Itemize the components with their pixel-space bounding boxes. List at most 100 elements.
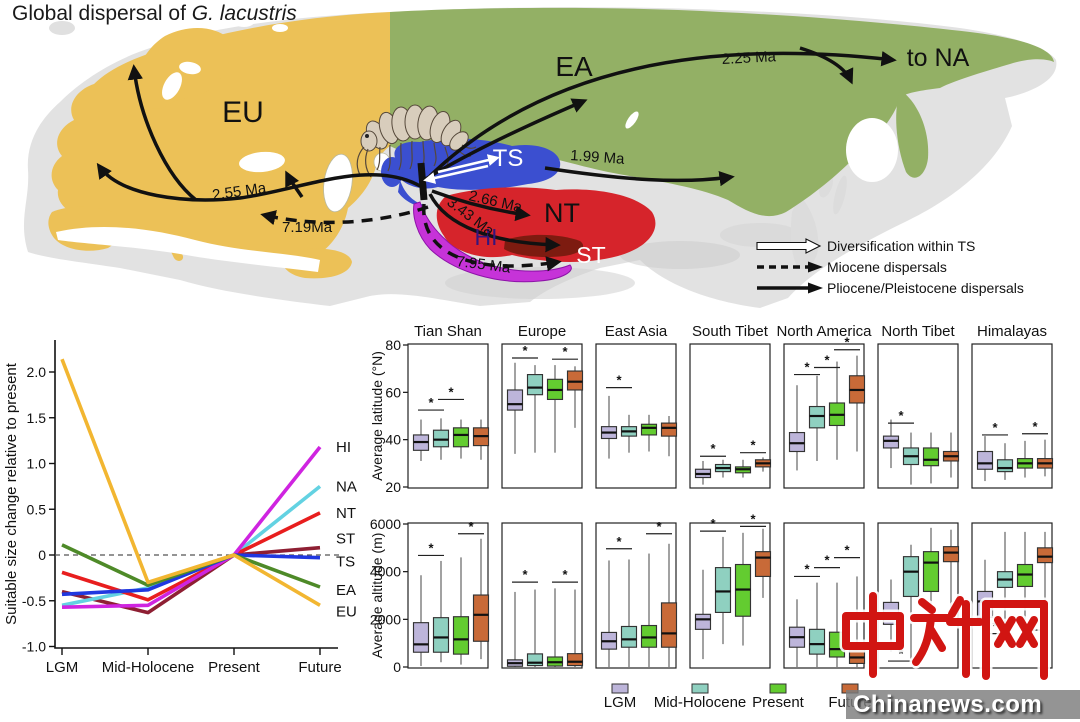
box-Present <box>922 447 940 467</box>
open-arrow-icon <box>756 238 822 254</box>
region-label-nt: NT <box>544 198 580 228</box>
panel-frame <box>877 343 959 489</box>
x-tick-label: LGM <box>46 659 79 676</box>
arrow-pliocene-kamchatka <box>799 46 854 85</box>
column-title: East Asia <box>605 323 668 340</box>
line-series-NA <box>61 484 322 608</box>
panel-frame <box>595 522 677 669</box>
significance-star: * <box>898 646 904 661</box>
series-label-HI: HI <box>336 439 351 456</box>
panel-frame <box>971 522 1053 669</box>
line-series-NT <box>61 511 321 602</box>
series-label-NT: NT <box>336 505 356 522</box>
box-Mid-Holocene <box>808 628 826 655</box>
y-tick-label: 40 <box>385 432 401 448</box>
y-tick-label: -0.5 <box>22 593 46 609</box>
region-label-hi: HI <box>475 224 498 250</box>
column-title: Europe <box>518 323 566 340</box>
significance-star: * <box>898 408 904 423</box>
row-ylabel: Average altitude (m) <box>370 533 385 659</box>
watermark-cn-logo <box>839 589 1050 683</box>
box-LGM <box>412 622 430 653</box>
line-series-HI <box>61 445 322 609</box>
significance-star: * <box>750 511 756 526</box>
legend-swatch-LGM <box>611 683 629 694</box>
significance-star: * <box>562 567 568 582</box>
arrow-miocene-west <box>260 205 429 226</box>
arrow-diversification-west <box>423 164 489 184</box>
box-Future <box>566 653 584 667</box>
box-Mid-Holocene <box>432 429 450 448</box>
series-label-NA: NA <box>336 478 357 495</box>
box-LGM <box>976 450 994 470</box>
dispersal-map: EU EA TS NT HI ST to NA 2.55 Ma 7.19Ma 2… <box>23 7 1057 308</box>
box-Present <box>452 616 470 655</box>
region-nt-shape <box>436 187 656 263</box>
watermark-site-en: Chinanews.com <box>853 690 1043 718</box>
series-label-TS: TS <box>336 554 355 571</box>
box-LGM <box>506 389 524 411</box>
column-title: Tian Shan <box>414 323 482 340</box>
box-Mid-Holocene <box>996 459 1014 473</box>
y-tick-label: 1.0 <box>27 456 47 472</box>
series-label-EA: EA <box>336 582 356 599</box>
region-label-ts: TS <box>493 145 524 172</box>
arrow-diversification-east <box>437 154 500 174</box>
line-series-TS <box>61 553 321 597</box>
significance-star: * <box>428 540 434 555</box>
significance-star: * <box>824 553 830 568</box>
species-name: G. lacustris <box>191 2 297 25</box>
box-LGM <box>694 613 712 630</box>
dispersal-label-7.19: 7.19Ma <box>282 219 333 236</box>
significance-star: * <box>562 344 568 359</box>
legend-label-LGM: LGM <box>604 694 637 711</box>
box-Mid-Holocene <box>620 625 638 648</box>
legend-swatch-Present <box>769 683 787 694</box>
column-title: South Tibet <box>692 323 769 340</box>
significance-star: * <box>656 519 662 534</box>
watermark-banner: Chinanews.com <box>846 690 1080 719</box>
panel-frame <box>501 522 583 669</box>
panel-frame <box>783 343 865 489</box>
box-Future <box>566 370 584 391</box>
panel-frame <box>595 343 677 489</box>
line-chart-ylabel: Suitable size change relative to present <box>3 362 20 625</box>
row-ylabel: Average latitude (°N) <box>370 351 385 481</box>
box-Mid-Holocene <box>526 374 544 396</box>
panel-frame <box>689 522 771 669</box>
panel-frame <box>783 522 865 669</box>
x-tick-label: Present <box>208 659 261 676</box>
panel-frame <box>971 343 1053 489</box>
map-legend-diversification: Diversification within TS <box>827 238 975 254</box>
box-Mid-Holocene <box>808 405 826 429</box>
significance-star: * <box>448 384 454 399</box>
panel-frame <box>501 343 583 489</box>
figure-title-prefix: Global dispersal of <box>12 2 192 25</box>
arrow-pliocene-west <box>96 162 421 202</box>
arrow-pliocene-scandinavia <box>127 64 198 202</box>
significance-star: * <box>750 438 756 453</box>
y-tick-label: 4000 <box>370 564 401 580</box>
box-Future <box>472 594 490 642</box>
y-tick-label: 0 <box>393 659 401 675</box>
significance-star: * <box>804 360 810 375</box>
to-na-label: to NA <box>907 44 970 72</box>
arrow-pliocene-ea-east <box>544 166 735 187</box>
box-Future <box>942 546 960 563</box>
box-Mid-Holocene <box>902 556 920 598</box>
significance-star: * <box>522 567 528 582</box>
box-Mid-Holocene <box>526 653 544 667</box>
y-tick-label: 20 <box>385 479 401 495</box>
y-tick-label: -1.0 <box>22 639 46 655</box>
region-label-eu: EU <box>222 96 264 129</box>
box-Future <box>754 551 772 578</box>
dispersal-label-7.95: 7.95 Ma <box>456 253 513 277</box>
box-LGM <box>788 431 806 453</box>
significance-star: * <box>844 335 850 350</box>
panel-frame <box>689 343 771 489</box>
y-tick-label: 1.5 <box>27 410 47 426</box>
arrow-pliocene-north-spur <box>285 170 304 198</box>
